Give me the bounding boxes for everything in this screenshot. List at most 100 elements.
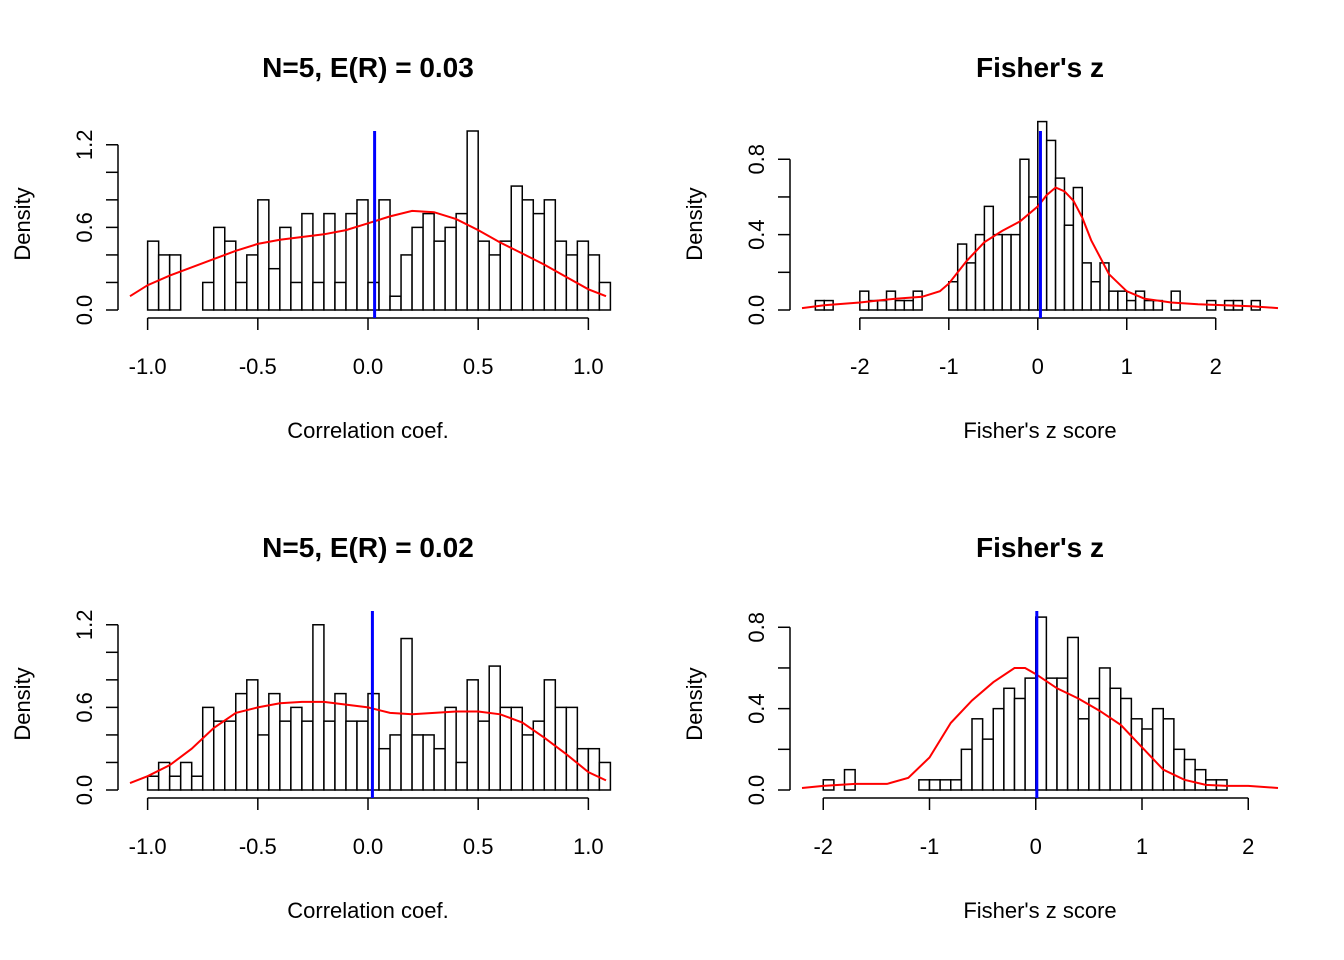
histogram-bar	[1250, 299, 1261, 311]
histogram-bar	[1066, 636, 1079, 791]
panel-1: Fisher's z Fisher's z score Density -2 -1…	[682, 52, 1279, 443]
histogram-bar	[1077, 718, 1090, 791]
density-curve	[129, 700, 607, 785]
x-tick-label: 1.0	[573, 354, 604, 379]
x-tick-label: 0	[1030, 834, 1042, 859]
histogram-bar	[201, 281, 215, 311]
histogram-bar	[422, 734, 435, 791]
y-tick-label: 1.2	[72, 129, 97, 160]
x-axis-label: Fisher's z score	[963, 418, 1116, 443]
histogram-bar	[1063, 224, 1075, 311]
histogram-bar	[301, 720, 314, 791]
histogram-bar	[246, 679, 259, 791]
histogram-bar	[1170, 290, 1181, 311]
histogram-bar	[389, 295, 402, 311]
x-axis-label: Correlation coef.	[287, 418, 448, 443]
histogram-bar	[950, 779, 963, 791]
density-curve	[801, 186, 1279, 310]
histogram-bar	[1088, 697, 1101, 791]
y-tick-label: 0.8	[744, 144, 769, 175]
histogram-bar	[521, 734, 535, 791]
histogram-bar	[1090, 280, 1101, 311]
x-tick-label: 0.5	[463, 354, 494, 379]
histogram-bar	[190, 775, 204, 791]
histogram-bar	[301, 212, 314, 311]
histogram-bar	[587, 254, 601, 311]
histogram-bar	[1054, 177, 1066, 311]
panel-title: Fisher's z	[976, 52, 1104, 83]
y-tick-label: 0.0	[72, 775, 97, 806]
histogram-bar	[290, 706, 303, 791]
histogram-bar	[983, 205, 995, 311]
histogram-bar	[576, 240, 590, 311]
histogram-bar	[246, 254, 259, 311]
histogram-bar	[466, 679, 479, 791]
histogram-bar	[334, 281, 347, 311]
x-tick-label: 1	[1121, 354, 1133, 379]
histogram-bar	[843, 768, 856, 791]
x-tick-label: 0.0	[353, 354, 384, 379]
histogram-bar	[894, 299, 906, 311]
histogram-bar	[565, 706, 579, 791]
histogram-bar	[1108, 290, 1119, 311]
histogram-bar	[1162, 718, 1175, 791]
histogram-bar	[334, 692, 347, 791]
panel-2: N=5, E(R) = 0.02 Correlation coef. Densi…	[10, 532, 612, 923]
histogram-bar	[279, 226, 292, 311]
panel-title: N=5, E(R) = 0.02	[262, 532, 474, 563]
histogram-bar	[1130, 718, 1143, 791]
histogram-bar	[1183, 758, 1196, 791]
histogram-bar	[1001, 233, 1012, 311]
histogram-bar	[1045, 139, 1057, 311]
y-tick-label: 0.0	[72, 295, 97, 326]
histogram-bar	[1072, 186, 1084, 311]
histogram-bar	[956, 243, 968, 311]
histogram-bar	[466, 130, 479, 311]
histogram-bar	[885, 290, 897, 311]
histogram-bar	[212, 720, 226, 791]
y-tick-label: 0.6	[72, 692, 97, 723]
x-tick-label: 1.0	[573, 834, 604, 859]
histogram-bar	[992, 233, 1003, 311]
histogram-bar	[1143, 299, 1155, 311]
histogram-bar	[1194, 768, 1207, 791]
histogram-bar	[268, 692, 281, 791]
histogram-bar	[345, 720, 358, 791]
histogram-bar	[290, 281, 303, 311]
histogram-bar	[587, 747, 601, 791]
histogram-bar	[477, 720, 490, 791]
histogram-bar	[948, 280, 959, 311]
histogram-bar	[389, 734, 402, 791]
histogram-bar	[356, 199, 369, 311]
histogram-bar	[981, 738, 994, 791]
histogram-bar	[312, 281, 325, 311]
histogram-bar	[378, 747, 391, 791]
x-tick-label: 1	[1136, 834, 1148, 859]
histogram-bar	[1081, 262, 1092, 311]
y-tick-label: 0.4	[744, 219, 769, 250]
histogram-bar	[960, 748, 973, 791]
histogram-bar	[1125, 299, 1137, 311]
histogram-bar	[146, 775, 160, 791]
histogram-bar	[323, 212, 336, 311]
histogram-bar	[179, 761, 193, 791]
histogram-bar	[1099, 262, 1110, 311]
histogram-bar	[356, 720, 369, 791]
y-tick-label: 0.0	[744, 295, 769, 326]
histogram-bar	[312, 624, 325, 791]
histogram-bar	[903, 299, 914, 311]
x-tick-label: 0	[1032, 354, 1044, 379]
histogram-bar	[1134, 290, 1146, 311]
histogram-bar	[1098, 667, 1111, 791]
histogram-bar	[928, 779, 941, 791]
x-tick-label: 0.5	[463, 834, 494, 859]
histogram-bar	[1056, 677, 1069, 791]
y-tick-label: 0.4	[744, 693, 769, 724]
y-tick-label: 0.6	[72, 212, 97, 243]
x-tick-label: -1	[920, 834, 940, 859]
histogram-bar	[323, 720, 336, 791]
x-axis-label: Correlation coef.	[287, 898, 448, 923]
histogram-bar	[455, 212, 468, 311]
histogram-bar	[444, 706, 457, 791]
histogram-bar	[499, 240, 512, 311]
